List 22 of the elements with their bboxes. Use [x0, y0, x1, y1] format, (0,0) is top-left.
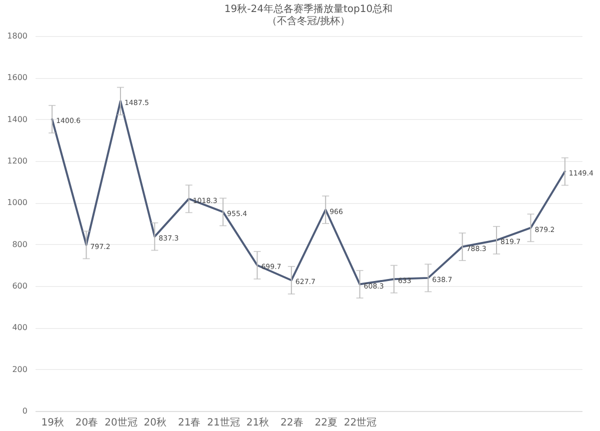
- x-tick-label: 22世冠: [344, 416, 377, 428]
- y-tick-label: 600: [12, 282, 28, 290]
- y-tick-label: 1200: [7, 156, 28, 166]
- y-tick-label: 1400: [7, 114, 28, 124]
- x-tick-label: 20春: [75, 418, 98, 428]
- y-tick-label: 1800: [7, 32, 28, 40]
- y-tick-label: 200: [12, 364, 28, 374]
- x-tick-label: 21秋: [246, 416, 270, 428]
- y-tick-label: 400: [12, 323, 28, 332]
- y-tick-label: 0: [22, 406, 28, 416]
- x-tick-label: 21春: [178, 418, 201, 428]
- y-tick-label: 800: [12, 240, 28, 249]
- chart-title: 19秋-24年总各赛季播放量top10总和: [224, 3, 393, 15]
- y-tick-label: 1600: [7, 73, 28, 82]
- x-tick-label: 22夏: [314, 418, 338, 428]
- x-tick-label: 21世冠: [207, 416, 240, 428]
- x-tick-label: 20世冠: [104, 416, 138, 428]
- x-tick-label: 20秋: [144, 416, 167, 428]
- y-tick-label: 1000: [7, 198, 28, 208]
- x-tick-label: 22春: [280, 418, 304, 428]
- chart-subtitle: （不含冬冠/挑杯）: [266, 15, 350, 27]
- x-tick-label: 19秋: [41, 416, 64, 428]
